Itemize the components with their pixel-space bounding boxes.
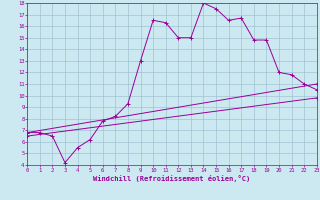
X-axis label: Windchill (Refroidissement éolien,°C): Windchill (Refroidissement éolien,°C) [93, 175, 251, 182]
